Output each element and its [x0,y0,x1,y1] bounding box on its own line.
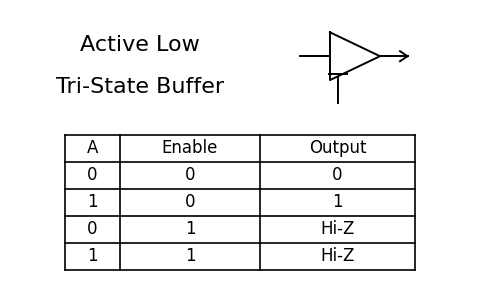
Text: A: A [87,139,98,157]
Text: 1: 1 [87,247,98,265]
Text: 0: 0 [88,166,98,184]
Text: 0: 0 [185,166,195,184]
Text: 0: 0 [185,193,195,211]
Text: 0: 0 [332,166,343,184]
Text: 1: 1 [332,193,343,211]
Text: Hi-Z: Hi-Z [320,220,354,238]
Text: 0: 0 [88,220,98,238]
Text: Tri-State Buffer: Tri-State Buffer [56,77,224,97]
Text: Active Low: Active Low [80,35,200,55]
Text: 1: 1 [184,247,196,265]
Text: 1: 1 [87,193,98,211]
Text: 1: 1 [184,220,196,238]
Text: Output: Output [309,139,366,157]
Text: Enable: Enable [162,139,218,157]
Text: Hi-Z: Hi-Z [320,247,354,265]
